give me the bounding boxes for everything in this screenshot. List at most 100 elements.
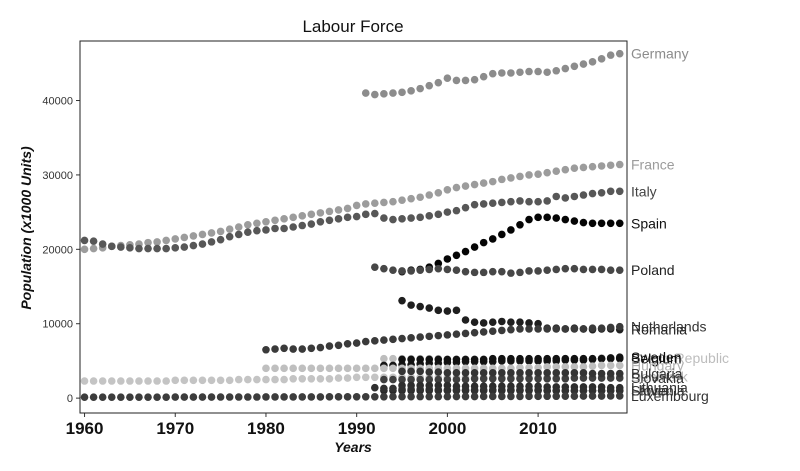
point-france: [325, 207, 334, 216]
point-germany: [452, 76, 461, 85]
point-france: [225, 225, 234, 234]
point-latvia: [470, 386, 479, 394]
point-spain: [516, 220, 524, 229]
point-italy: [89, 237, 98, 245]
point-slovakia: [525, 374, 533, 383]
point-spain: [507, 226, 515, 234]
point-spain: [525, 215, 533, 224]
point-france: [597, 162, 606, 170]
point-bulgaria: [525, 369, 533, 377]
point-italy: [407, 214, 415, 222]
point-hungary: [534, 363, 542, 372]
point-poland: [615, 266, 624, 274]
point-denmark: [207, 376, 216, 385]
point-luxembourg: [162, 393, 170, 401]
point-luxembourg: [525, 392, 533, 401]
point-luxembourg: [225, 393, 234, 401]
point-luxembourg: [98, 393, 107, 401]
point-belgium: [461, 355, 470, 364]
point-slovakia: [398, 375, 406, 384]
x-tick-label: 1980: [247, 419, 285, 438]
point-france: [407, 194, 415, 203]
data-points: [80, 49, 624, 401]
point-luxembourg: [498, 392, 506, 401]
point-spain: [615, 219, 624, 228]
point-france: [380, 198, 388, 207]
point-luxembourg: [507, 392, 515, 401]
point-luxembourg: [198, 393, 207, 401]
y-tick-label: 40000: [42, 96, 73, 108]
point-hungary: [389, 364, 397, 373]
point-luxembourg: [516, 392, 524, 401]
point-denmark: [244, 375, 252, 384]
point-italy: [334, 215, 343, 223]
point-poland: [416, 266, 424, 274]
point-poland: [525, 267, 533, 275]
point-italy: [543, 197, 551, 205]
point-france: [171, 235, 180, 243]
point-germany: [407, 87, 415, 95]
point-france: [316, 209, 325, 217]
point-italy: [470, 200, 479, 209]
point-spain: [470, 243, 479, 251]
point-italy: [253, 226, 261, 235]
point-poland: [534, 267, 542, 275]
point-germany: [597, 55, 606, 63]
point-luxembourg: [334, 393, 343, 401]
point-luxembourg: [117, 393, 125, 401]
point-germany: [534, 67, 542, 76]
point-netherlands: [280, 344, 288, 353]
point-belgium: [452, 355, 461, 364]
point-luxembourg: [552, 392, 561, 401]
point-italy: [552, 192, 561, 201]
point-france: [516, 172, 524, 181]
point-poland: [570, 264, 579, 273]
point-germany: [588, 58, 597, 66]
point-poland: [470, 268, 479, 277]
point-denmark: [117, 377, 125, 385]
point-latvia: [416, 385, 424, 393]
point-germany: [488, 69, 497, 78]
point-france: [443, 186, 452, 194]
point-france: [425, 191, 434, 199]
point-italy: [117, 243, 125, 251]
point-france: [398, 196, 406, 205]
point-hungary: [588, 362, 597, 370]
point-latvia: [407, 385, 415, 393]
point-france: [534, 170, 542, 178]
point-bulgaria: [597, 369, 606, 378]
point-germany: [570, 62, 579, 71]
point-netherlands: [343, 340, 352, 348]
series-label-latvia: Latvia: [631, 383, 669, 399]
point-luxembourg: [262, 393, 270, 401]
point-luxembourg: [298, 393, 307, 401]
point-luxembourg: [488, 392, 497, 401]
point-denmark: [180, 376, 189, 385]
point-bulgaria: [552, 369, 561, 377]
point-denmark: [98, 377, 107, 385]
point-italy: [479, 200, 488, 208]
point-germany: [361, 89, 370, 97]
point-netherlands: [543, 325, 551, 333]
point-italy: [207, 238, 216, 246]
point-italy: [271, 224, 279, 233]
y-tick-label: 10000: [42, 319, 73, 331]
point-germany: [434, 78, 443, 87]
point-france: [144, 238, 152, 247]
point-spain: [461, 247, 470, 256]
point-netherlands: [371, 337, 379, 345]
point-italy: [307, 220, 316, 228]
point-netherlands: [407, 334, 415, 342]
series-label-luxembourg: Luxembourg: [631, 388, 709, 404]
point-bulgaria: [407, 367, 415, 376]
point-belgium: [606, 354, 615, 363]
point-netherlands: [316, 343, 325, 352]
point-hungary: [371, 364, 379, 373]
point-italy: [498, 198, 506, 207]
point-italy: [144, 244, 152, 253]
point-hungary: [606, 361, 615, 370]
point-italy: [561, 194, 570, 202]
point-germany: [479, 72, 488, 81]
point-belgium: [579, 354, 588, 363]
point-luxembourg: [171, 393, 180, 401]
